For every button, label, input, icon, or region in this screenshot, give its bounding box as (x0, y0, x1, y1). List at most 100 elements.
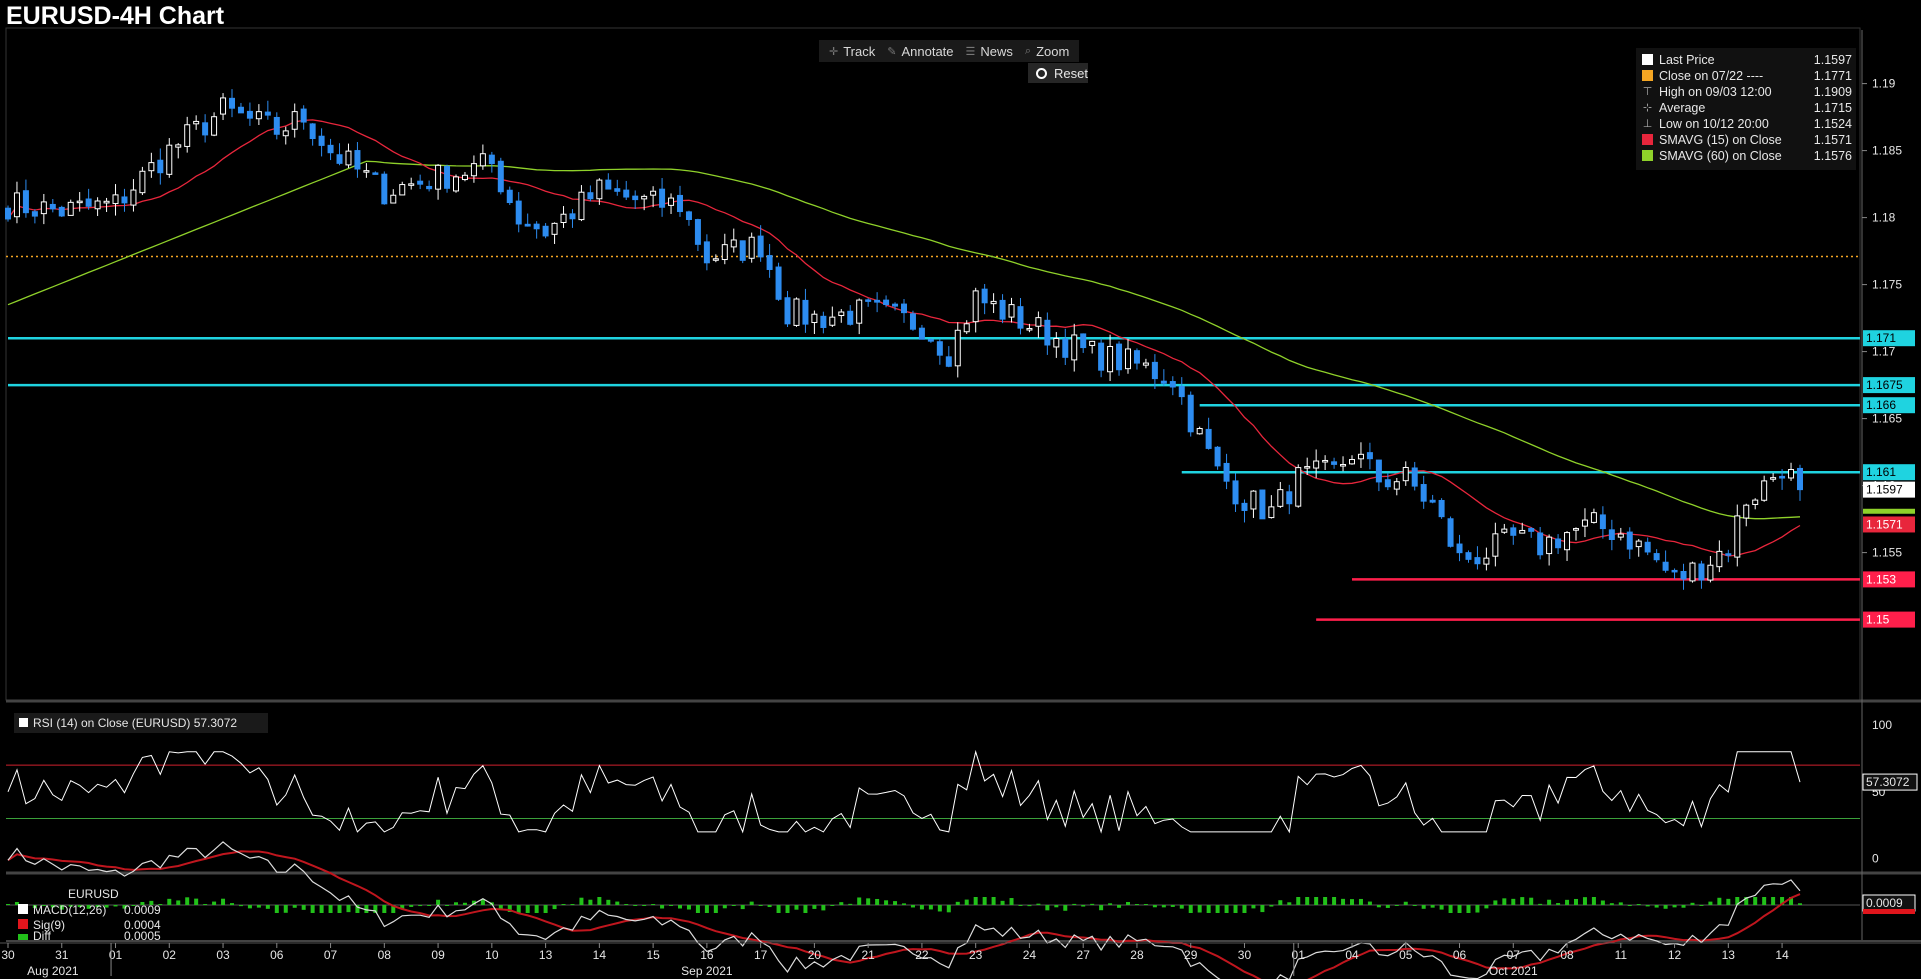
macd-swatch (18, 904, 28, 914)
macd-diff-bar (651, 904, 656, 905)
last-price-label: 1.1597 (1866, 483, 1903, 497)
macd-diff-bar (767, 905, 772, 908)
candle-up (175, 144, 182, 148)
candle-up (139, 170, 146, 194)
macd-diff-bar (731, 905, 736, 906)
macd-diff-bar (1654, 905, 1659, 908)
annotate-button[interactable]: ✎ Annotate (881, 44, 959, 59)
macd-diff-bar (1430, 905, 1435, 908)
candle-up (1564, 532, 1571, 551)
macd-diff-bar (1547, 899, 1552, 905)
x-tick-label: 28 (1130, 948, 1144, 962)
macd-diff-bar (1358, 898, 1363, 905)
candle-down (1510, 527, 1517, 536)
legend-label: SMAVG (15) on Close (1659, 132, 1782, 147)
rsi-swatch (19, 718, 28, 727)
macd-diff-bar (704, 905, 709, 913)
crosshair-icon: ✛ (829, 45, 839, 58)
low-marker-icon: ⊥ (1642, 118, 1653, 130)
candle-up (76, 200, 83, 204)
candle-up (1402, 466, 1409, 482)
candle-up (1707, 564, 1714, 581)
macd-diff-bar (1591, 897, 1596, 905)
macd-diff-bar (1735, 897, 1740, 905)
macd-diff-bar (1314, 897, 1319, 905)
zoom-button[interactable]: ⌕ Zoom (1019, 44, 1075, 59)
macd-diff-bar (1672, 905, 1677, 908)
candle-down (264, 111, 271, 116)
legend-label: Close on 07/22 ---- (1659, 68, 1764, 83)
x-tick-label: 11 (1615, 948, 1628, 962)
x-tick-label: 20 (808, 948, 822, 962)
candle-up (1196, 428, 1203, 435)
candle-down (524, 223, 531, 227)
macd-diff-bar (875, 898, 880, 905)
macd-diff-bar (1744, 897, 1749, 905)
candle-up (1635, 540, 1642, 548)
legend-label: High on 09/03 12:00 (1659, 84, 1772, 99)
reset-button[interactable]: Reset (1028, 63, 1088, 83)
candle-down (659, 188, 666, 208)
sma15-price-label: 1.1571 (1866, 517, 1903, 531)
candle-down (1653, 553, 1660, 561)
candle-up (1483, 557, 1490, 565)
candle-down (417, 180, 424, 185)
macd-diff-bar (1242, 905, 1247, 913)
support-level-tag (1863, 611, 1915, 628)
track-button[interactable]: ✛ Track (823, 44, 881, 59)
resistance-level-label: 1.171 (1866, 331, 1896, 345)
resistance-level-label: 1.161 (1866, 465, 1896, 479)
macd-diff-bar (1090, 903, 1095, 905)
macd-diff-bar (1134, 904, 1139, 905)
candle-down (981, 288, 988, 304)
macd-diff-bar (122, 905, 127, 909)
x-tick-label: 24 (1023, 948, 1037, 962)
macd-diff-bar (445, 905, 450, 906)
macd-diff-bar (113, 905, 118, 907)
x-tick-label: 08 (1560, 948, 1574, 962)
candle-down (1429, 499, 1436, 503)
macd-diff-bar (1726, 898, 1731, 905)
macd-diff-bar (86, 905, 91, 909)
candle-down (1375, 459, 1382, 483)
candle-down (515, 200, 522, 225)
candle-down (865, 299, 872, 302)
macd-diff-bar (14, 901, 19, 905)
macd-diff-bar (902, 903, 906, 905)
news-button[interactable]: ☰ News (960, 44, 1019, 59)
candle-down (1116, 343, 1123, 371)
macd-diff-bar (973, 897, 978, 905)
macd-diff-bar (1421, 905, 1426, 909)
macd-diff-bar (158, 904, 163, 905)
candle-up (1340, 464, 1347, 467)
macd-line (7, 841, 1801, 979)
macd-value: 0.0009 (124, 903, 161, 917)
macd-diff-bar (669, 905, 674, 906)
macd-diff-bar (1681, 905, 1686, 908)
macd-diff-bar (50, 905, 55, 908)
macd-diff-bar (848, 903, 853, 905)
macd-diff-bar (471, 900, 476, 905)
candle-down (22, 190, 29, 214)
candle-down (318, 135, 325, 146)
candle-up (282, 130, 289, 137)
candle-down (775, 266, 782, 300)
macd-diff-bar (606, 899, 611, 905)
x-tick-label: 06 (1453, 948, 1467, 962)
chart-toolbar: ✛ Track ✎ Annotate ☰ News ⌕ Zoom (819, 40, 1080, 62)
candle-up (408, 183, 415, 186)
macd-diff-bar (230, 903, 234, 905)
sig-value: 0.0004 (124, 918, 161, 932)
candle-down (784, 297, 791, 325)
candle-up (1546, 536, 1553, 555)
macd-diff-bar (409, 905, 414, 907)
legend-row-high: ⊤ High on 09/03 12:00 1.1909 (1642, 84, 1852, 99)
candle-down (892, 303, 899, 307)
candle-up (255, 111, 262, 120)
macd-diff-bar (1636, 904, 1641, 905)
macd-diff-bar (525, 905, 530, 913)
macd-diff-bar (1305, 897, 1310, 905)
candle-down (945, 356, 952, 367)
x-tick-label: 01 (1292, 948, 1306, 962)
